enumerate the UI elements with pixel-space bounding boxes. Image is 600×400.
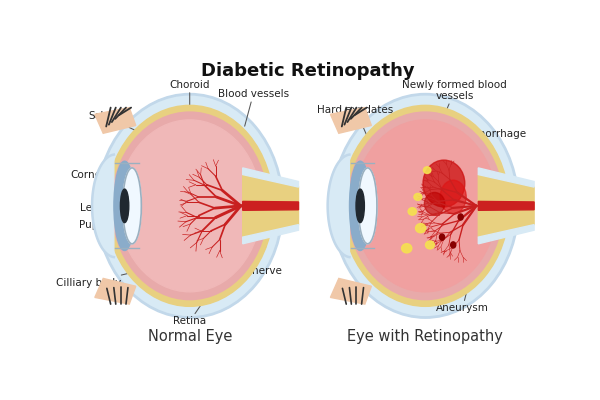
Polygon shape: [331, 108, 371, 133]
Text: Diabetic Retinopathy: Diabetic Retinopathy: [200, 62, 415, 80]
Ellipse shape: [341, 105, 509, 306]
Polygon shape: [478, 174, 534, 237]
Ellipse shape: [353, 120, 497, 292]
Ellipse shape: [97, 94, 283, 318]
Ellipse shape: [408, 208, 416, 215]
Ellipse shape: [121, 189, 129, 222]
Polygon shape: [92, 154, 114, 257]
Ellipse shape: [424, 192, 445, 215]
Ellipse shape: [332, 94, 518, 318]
Text: Retina: Retina: [173, 304, 206, 326]
Text: Cornea: Cornea: [70, 170, 107, 189]
Polygon shape: [478, 168, 534, 187]
Ellipse shape: [423, 160, 465, 207]
Ellipse shape: [123, 168, 142, 244]
Text: Hard exudates: Hard exudates: [317, 105, 394, 175]
Ellipse shape: [425, 241, 434, 249]
Text: Choroid: Choroid: [169, 80, 210, 105]
Polygon shape: [331, 278, 371, 304]
Text: Sclera: Sclera: [88, 111, 134, 130]
Ellipse shape: [350, 161, 371, 250]
Text: Blood vessels: Blood vessels: [218, 89, 289, 126]
Ellipse shape: [356, 189, 364, 222]
Ellipse shape: [424, 167, 431, 174]
Text: Hemorrhage: Hemorrhage: [461, 129, 526, 154]
Ellipse shape: [118, 120, 262, 292]
Ellipse shape: [347, 112, 503, 300]
Polygon shape: [328, 154, 349, 257]
Polygon shape: [243, 174, 299, 237]
Ellipse shape: [106, 105, 274, 306]
Polygon shape: [95, 108, 136, 133]
Ellipse shape: [439, 234, 445, 240]
Ellipse shape: [458, 214, 463, 220]
Polygon shape: [478, 201, 534, 210]
Ellipse shape: [416, 224, 426, 233]
Text: Cilliary body: Cilliary body: [56, 272, 134, 288]
Ellipse shape: [401, 244, 412, 253]
Ellipse shape: [451, 242, 456, 248]
Text: Normal Eye: Normal Eye: [148, 330, 232, 344]
Polygon shape: [478, 225, 534, 244]
Text: Lens: Lens: [80, 203, 136, 213]
Text: Newly formed blood
vessels: Newly formed blood vessels: [403, 80, 507, 128]
Text: Pupil: Pupil: [79, 220, 136, 230]
Ellipse shape: [114, 161, 135, 250]
Ellipse shape: [440, 180, 466, 214]
Text: Optic nerve: Optic nerve: [221, 247, 282, 276]
Text: Eye with Retinopathy: Eye with Retinopathy: [347, 330, 503, 344]
Text: Aneurysm: Aneurysm: [436, 280, 489, 313]
Ellipse shape: [414, 194, 422, 200]
Ellipse shape: [358, 168, 377, 244]
Polygon shape: [243, 201, 299, 210]
Polygon shape: [243, 225, 299, 244]
Ellipse shape: [112, 112, 268, 300]
Polygon shape: [243, 168, 299, 187]
Polygon shape: [95, 278, 136, 304]
